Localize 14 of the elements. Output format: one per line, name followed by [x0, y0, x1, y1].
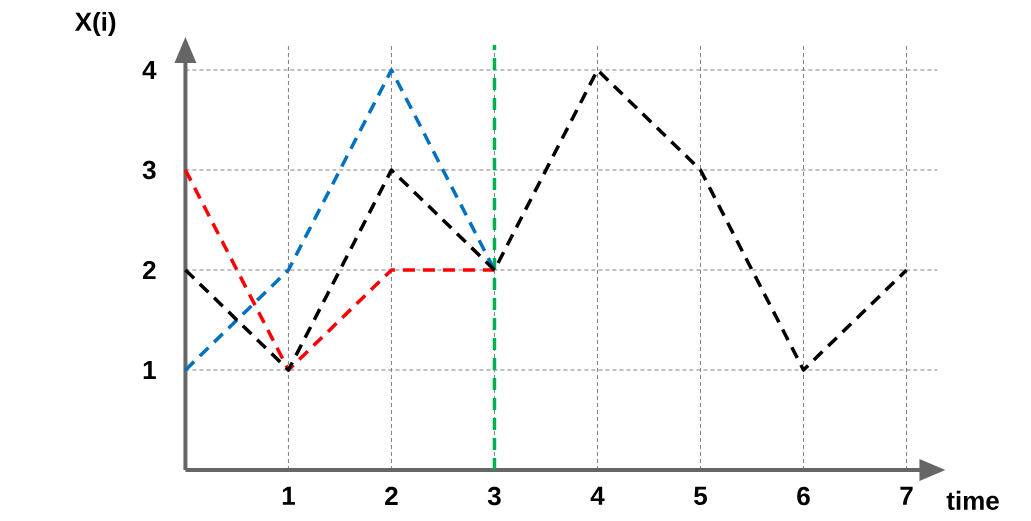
x-tick-label: 4 [590, 486, 605, 505]
x-axis-title: time [946, 490, 999, 510]
x-tick-label: 2 [385, 486, 398, 506]
x-tick-label: 6 [797, 486, 810, 506]
x-tick-label: 5 [694, 486, 707, 505]
x-tick-label: 3 [487, 486, 501, 506]
y-tick-label: 3 [142, 160, 156, 180]
y-tick-label: 1 [143, 361, 156, 379]
x-tick-label: 7 [900, 486, 913, 505]
line-series [183, 68, 909, 372]
y-axis-title: X(i) [74, 11, 116, 37]
x-tick-label: 1 [282, 486, 295, 505]
y-tick-label: 4 [142, 61, 157, 79]
y-tick-label: 2 [143, 260, 156, 280]
